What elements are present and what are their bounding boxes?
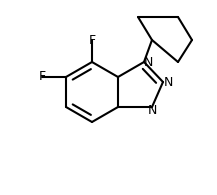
Text: F: F	[38, 71, 46, 83]
Text: N: N	[143, 56, 153, 68]
Text: N: N	[147, 105, 157, 118]
Text: N: N	[163, 75, 173, 89]
Text: F: F	[89, 34, 95, 46]
